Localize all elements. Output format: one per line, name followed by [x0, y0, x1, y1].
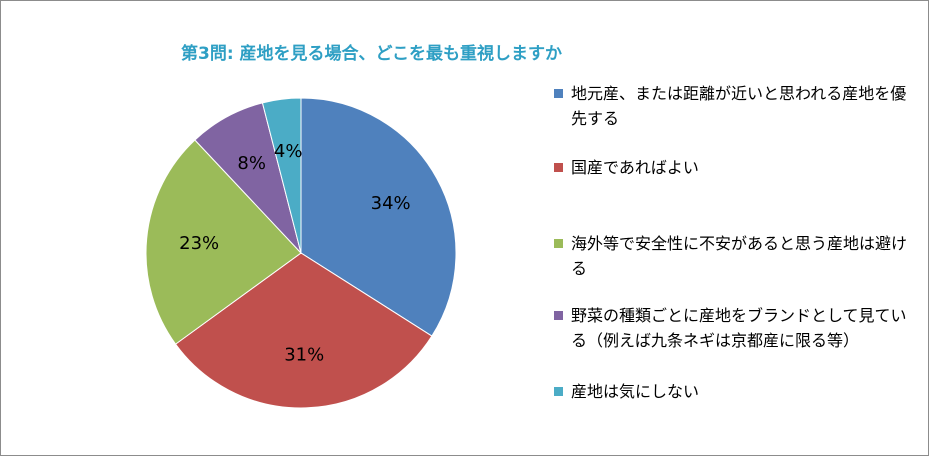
- pie-data-label-5: 4%: [274, 141, 303, 162]
- pie-slice-2: [174, 252, 433, 409]
- pie-data-label-1: 34%: [371, 193, 411, 214]
- legend-swatch-2: [554, 163, 563, 172]
- pie-data-label-3: 23%: [179, 233, 219, 254]
- legend-item-5: 産地は気にしない: [554, 379, 916, 404]
- pie-slice-3: [145, 139, 302, 345]
- pie-slice-1: [300, 97, 457, 337]
- pie-slice-5: [261, 97, 302, 254]
- pie-data-label-4: 8%: [237, 153, 266, 174]
- legend-item-2: 国産であればよい: [554, 155, 916, 180]
- legend-label-2: 国産であればよい: [571, 158, 699, 177]
- legend-swatch-5: [554, 387, 563, 396]
- legend-label-5: 産地は気にしない: [571, 382, 700, 401]
- legend-item-3: 海外等で安全性に不安があると思う産地は避ける: [554, 231, 916, 281]
- legend-label-3: 海外等で安全性に不安があると思う産地は避ける: [571, 234, 908, 278]
- legend-item-4: 野菜の種類ごとに産地をブランドとして見ている（例えば九条ネギは京都産に限る等）: [554, 303, 916, 353]
- chart-title: 第3問: 産地を見る場合、どこを最も重視しますか: [181, 44, 563, 64]
- legend-label-1: 地元産、または距離が近いと思われる産地を優先する: [571, 84, 907, 128]
- legend-swatch-1: [554, 89, 563, 98]
- legend-item-1: 地元産、または距離が近いと思われる産地を優先する: [554, 81, 916, 131]
- legend-swatch-3: [554, 239, 563, 248]
- legend-label-4: 野菜の種類ごとに産地をブランドとして見ている（例えば九条ネギは京都産に限る等）: [571, 306, 907, 350]
- pie-data-label-2: 31%: [284, 345, 324, 366]
- legend-swatch-4: [554, 311, 563, 320]
